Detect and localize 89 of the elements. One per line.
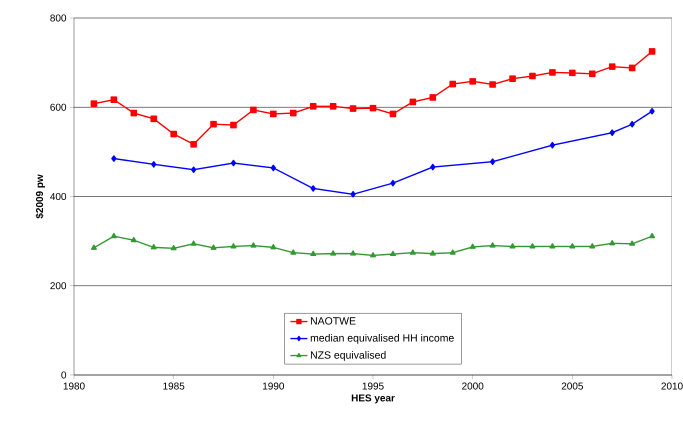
- point: [90, 244, 97, 250]
- y-tick-label: 600: [50, 104, 66, 111]
- y-tick-label: 400: [50, 192, 66, 200]
- point: [270, 244, 276, 250]
- point: [430, 94, 436, 101]
- point: [450, 249, 456, 255]
- point: [350, 190, 356, 198]
- point: [130, 110, 138, 116]
- point: [489, 81, 496, 88]
- x-tick-label: 1990: [263, 382, 284, 390]
- legend-label: NZS equivalised: [310, 351, 386, 361]
- point: [250, 242, 256, 248]
- point: [449, 80, 456, 88]
- point: [430, 164, 436, 170]
- point: [290, 249, 296, 255]
- point: [170, 130, 177, 138]
- point: [490, 242, 496, 248]
- point: [430, 250, 436, 256]
- point: [90, 100, 98, 107]
- x-tick-label: 1980: [64, 382, 85, 390]
- point: [589, 243, 596, 248]
- x-tick-label: 1995: [362, 382, 384, 390]
- point: [350, 250, 356, 256]
- point: [549, 69, 556, 76]
- point: [649, 108, 655, 115]
- x-axis-title: HES year: [352, 394, 395, 404]
- point: [350, 105, 356, 112]
- legend-label: median equivalised HH income: [310, 334, 454, 344]
- point: [390, 180, 396, 186]
- y-tick-label: 200: [50, 282, 66, 290]
- y-axis-title: $2009 pw: [36, 174, 46, 219]
- point: [230, 243, 236, 248]
- x-tick-label: 2000: [462, 382, 484, 390]
- point: [111, 155, 117, 162]
- point: [470, 244, 476, 249]
- point: [569, 70, 576, 76]
- point: [270, 164, 276, 172]
- point: [210, 120, 217, 128]
- point: [330, 250, 336, 256]
- point: [610, 129, 615, 136]
- point: [648, 48, 656, 55]
- point: [609, 240, 616, 246]
- point: [549, 243, 556, 248]
- point: [330, 103, 336, 110]
- point: [151, 161, 156, 168]
- point: [210, 244, 216, 250]
- point: [569, 243, 576, 248]
- x-tick-label: 2010: [661, 382, 683, 390]
- point: [628, 64, 636, 72]
- point: [190, 240, 197, 246]
- point: [608, 63, 616, 70]
- x-tick-label: 1985: [163, 382, 184, 390]
- point: [230, 160, 236, 166]
- point: [290, 110, 297, 116]
- point: [629, 120, 635, 128]
- point: [509, 75, 516, 82]
- point: [390, 110, 396, 118]
- point: [310, 185, 316, 192]
- point: [110, 96, 118, 103]
- point: [649, 232, 656, 238]
- point: [390, 250, 396, 256]
- point: [250, 106, 257, 114]
- point: [529, 72, 536, 80]
- x-tick-label: 2005: [562, 382, 583, 390]
- point: [130, 236, 137, 242]
- point: [410, 249, 416, 255]
- point: [310, 103, 316, 110]
- point: [588, 70, 596, 78]
- point: [110, 232, 117, 238]
- point: [190, 166, 196, 174]
- point: [310, 250, 316, 256]
- point: [370, 252, 376, 258]
- y-tick-label: 0: [61, 371, 66, 379]
- point: [150, 116, 158, 122]
- point: [510, 243, 516, 248]
- point: [270, 110, 277, 118]
- legend-label: NAOTWE: [310, 317, 356, 325]
- point: [490, 158, 496, 165]
- point: [530, 243, 536, 248]
- point: [190, 140, 197, 148]
- point: [410, 98, 416, 106]
- point: [170, 244, 177, 250]
- point: [629, 240, 636, 246]
- point: [370, 104, 376, 112]
- point: [150, 244, 157, 250]
- point: [469, 78, 476, 85]
- y-tick-label: 800: [50, 14, 66, 22]
- point: [550, 142, 556, 148]
- point: [230, 122, 237, 128]
